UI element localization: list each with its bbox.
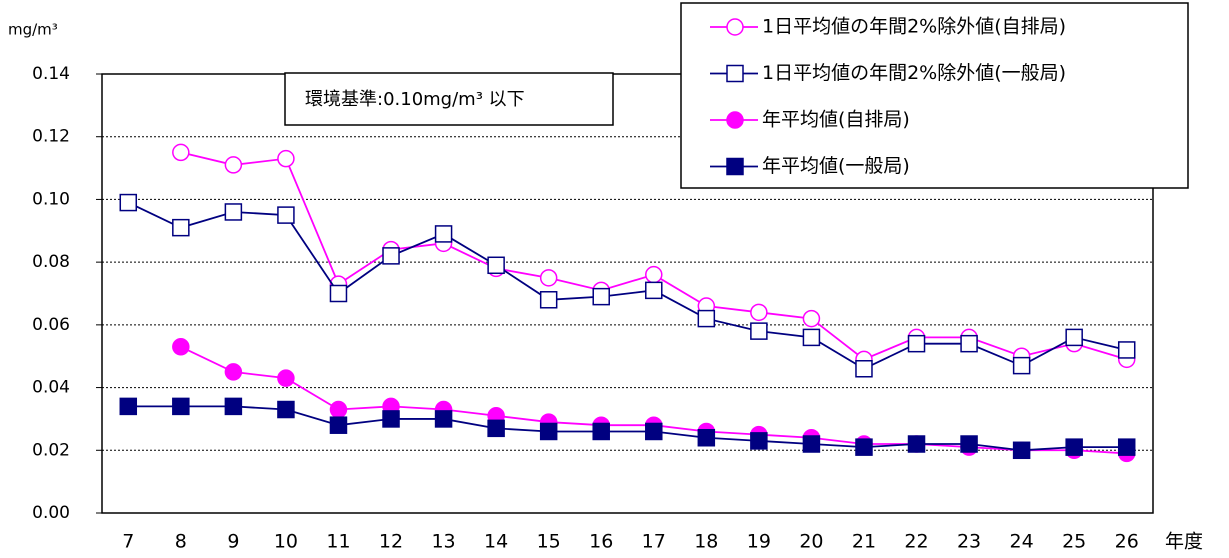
- point: [277, 206, 295, 224]
- point: [855, 438, 873, 456]
- legend-label: 1日平均値の年間2%除外値(自排局): [762, 16, 1066, 38]
- legend-label: 年平均値(一般局): [762, 155, 910, 177]
- point: [802, 309, 821, 328]
- point: [697, 309, 716, 328]
- point: [539, 269, 558, 287]
- annotation: 環境基準:0.10mg/m³ 以下: [305, 89, 525, 110]
- point: [172, 338, 190, 356]
- point: [329, 400, 348, 419]
- point: [907, 435, 926, 453]
- point: [750, 322, 768, 340]
- y-tick-label: 0.04: [32, 378, 70, 398]
- point: [382, 247, 400, 265]
- point: [277, 149, 295, 168]
- x-tick-label: 19: [747, 531, 771, 553]
- point: [592, 287, 610, 306]
- point: [434, 225, 453, 243]
- legend-label: 年平均値(自排局): [762, 109, 910, 131]
- x-tick-label: 20: [799, 531, 823, 553]
- point: [172, 143, 190, 162]
- point: [224, 397, 243, 416]
- point: [1065, 438, 1083, 456]
- point: [434, 410, 453, 428]
- point: [119, 397, 138, 416]
- x-tick-label: 23: [957, 531, 981, 553]
- point: [592, 422, 610, 441]
- point: [960, 334, 978, 353]
- point: [487, 419, 505, 438]
- x-tick-label: 22: [904, 531, 928, 553]
- point: [224, 203, 243, 221]
- legend-marker: [726, 64, 744, 83]
- point: [172, 218, 190, 237]
- point: [1117, 341, 1136, 359]
- point: [645, 422, 663, 441]
- point: [539, 291, 558, 309]
- point: [645, 281, 663, 300]
- x-tick-label: 24: [1010, 531, 1034, 553]
- point: [329, 416, 348, 434]
- point: [1012, 356, 1031, 375]
- x-tick-label: 14: [484, 531, 508, 553]
- x-tick-label: 13: [431, 531, 455, 553]
- legend-marker: [726, 157, 744, 176]
- y-tick-label: 0.08: [32, 252, 70, 272]
- point: [277, 400, 295, 419]
- point: [907, 334, 926, 353]
- y-tick-label: 0.12: [32, 127, 70, 147]
- x-tick-label: 9: [227, 531, 239, 553]
- series-line: [128, 405, 1127, 452]
- point: [119, 193, 138, 212]
- point: [960, 435, 978, 453]
- x-tick-label: 11: [326, 531, 350, 553]
- point: [750, 303, 768, 322]
- y-tick-label: 0.06: [32, 315, 70, 335]
- x-tick-label: 21: [852, 531, 876, 553]
- x-tick-label: 16: [589, 531, 613, 553]
- x-axis-label: 年度: [1165, 531, 1203, 553]
- point: [697, 428, 716, 447]
- y-tick-label: 0.10: [32, 189, 70, 209]
- y-tick-label: 0.02: [32, 440, 70, 460]
- x-tick-label: 15: [537, 531, 561, 553]
- x-tick-label: 26: [1115, 531, 1139, 553]
- point: [802, 328, 821, 347]
- point: [539, 422, 558, 441]
- x-tick-label: 17: [642, 531, 666, 553]
- point: [802, 435, 821, 453]
- point: [645, 265, 663, 284]
- legend-marker: [726, 18, 744, 36]
- x-tick-label: 18: [694, 531, 718, 553]
- annotation-box: [284, 72, 614, 126]
- x-tick-label: 8: [175, 531, 187, 553]
- legend-box: [680, 2, 1189, 189]
- point: [329, 284, 348, 303]
- point: [1065, 328, 1083, 347]
- point: [224, 363, 243, 381]
- x-tick-label: 12: [379, 531, 403, 553]
- point: [1117, 438, 1136, 456]
- plot-frame: [101, 73, 1154, 514]
- y-tick-label: 0.00: [32, 503, 70, 523]
- y-axis-label: mg/m³: [8, 21, 58, 39]
- point: [750, 432, 768, 450]
- point: [1012, 441, 1031, 460]
- y-tick-label: 0.14: [32, 64, 70, 84]
- point: [172, 397, 190, 416]
- point: [487, 256, 505, 275]
- legend-marker: [726, 111, 744, 129]
- point: [277, 369, 295, 387]
- point: [855, 360, 873, 378]
- series-line: [127, 201, 1127, 370]
- point: [224, 156, 243, 174]
- x-tick-label: 10: [274, 531, 298, 553]
- x-tick-label: 7: [122, 531, 134, 553]
- point: [382, 410, 400, 428]
- legend-label: 1日平均値の年間2%除外値(一般局): [762, 62, 1066, 84]
- x-tick-label: 25: [1062, 531, 1086, 553]
